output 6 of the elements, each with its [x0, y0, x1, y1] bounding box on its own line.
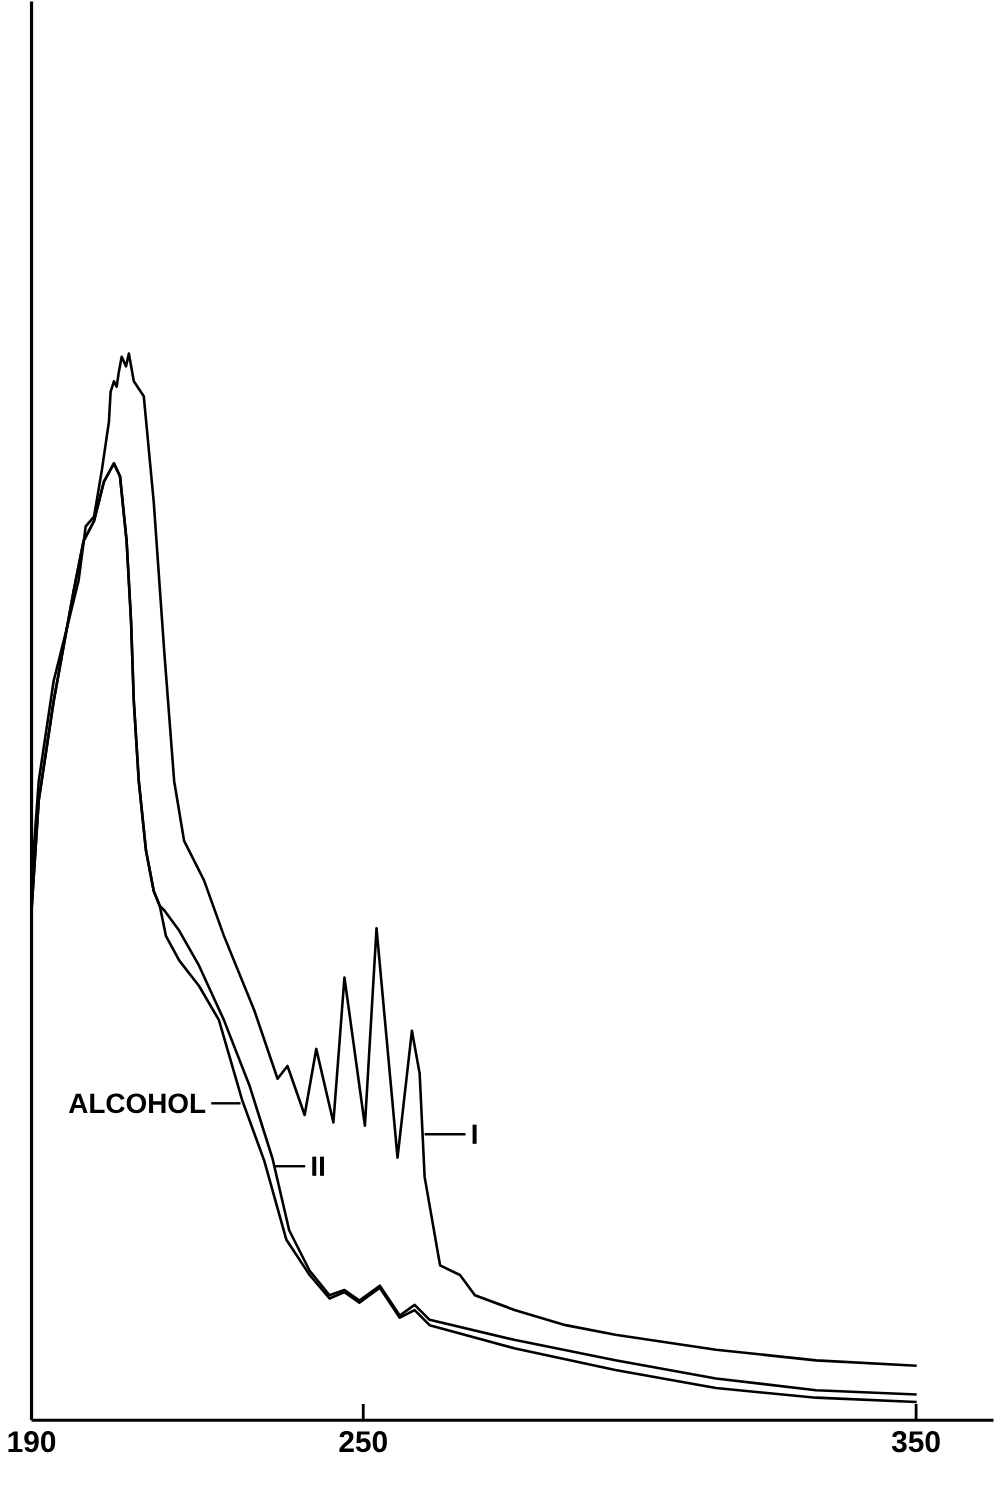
x-tick-label: 250 [339, 1431, 387, 1453]
x-tick-label: 350 [891, 1431, 940, 1453]
legend-label: II [312, 1156, 324, 1176]
legend-label: ALCOHOL [68, 1093, 206, 1114]
legend-label: I [472, 1124, 477, 1144]
x-tick-label: 190 [8, 1431, 56, 1453]
